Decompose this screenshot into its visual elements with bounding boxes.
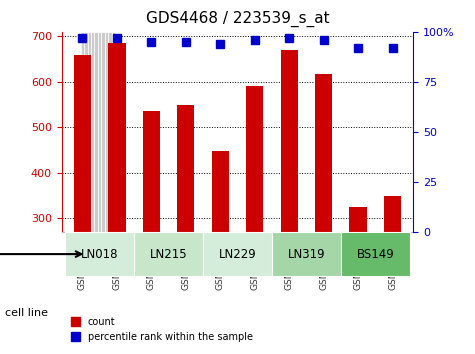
Bar (91, 32, 95, 232)
Bar (65, 232, 134, 276)
Bar (134, 232, 203, 276)
Text: LN215: LN215 (150, 247, 188, 261)
Bar (272, 232, 341, 276)
Bar (87, 32, 91, 232)
Bar (108, 43, 125, 354)
Bar (203, 232, 272, 276)
Bar (341, 232, 410, 276)
Bar (246, 86, 263, 354)
Legend: count, percentile rank within the sample: count, percentile rank within the sample (66, 313, 257, 346)
Bar (281, 50, 298, 354)
Bar (84, 32, 87, 232)
Text: LN018: LN018 (81, 247, 118, 261)
Text: GDS4468 / 223539_s_at: GDS4468 / 223539_s_at (146, 11, 329, 27)
Bar (212, 151, 229, 354)
Text: BS149: BS149 (356, 247, 394, 261)
Bar (101, 32, 105, 232)
Bar (315, 74, 332, 354)
Bar (142, 112, 160, 354)
Bar (177, 105, 194, 354)
Bar (74, 55, 91, 354)
Text: cell line: cell line (5, 308, 48, 318)
Bar (81, 32, 84, 232)
Bar (384, 196, 401, 354)
Text: LN229: LN229 (218, 247, 256, 261)
Text: LN319: LN319 (287, 247, 325, 261)
Bar (112, 32, 115, 232)
Bar (105, 32, 108, 232)
Bar (350, 207, 367, 354)
Bar (108, 32, 112, 232)
Bar (98, 32, 101, 232)
Bar (95, 32, 98, 232)
